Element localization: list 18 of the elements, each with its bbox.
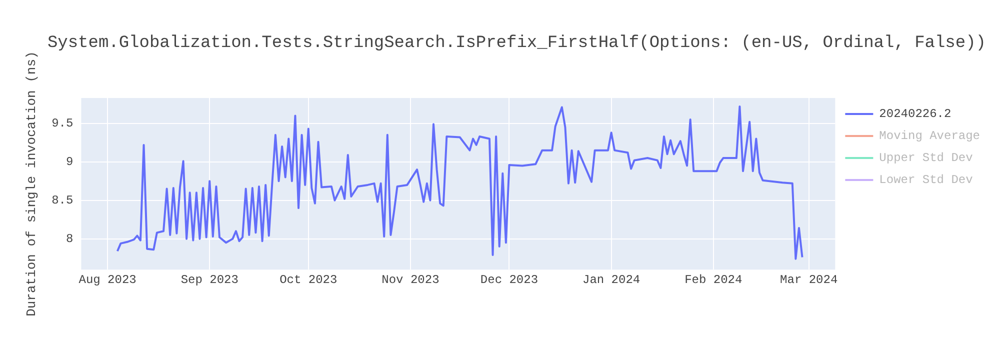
x-tick-label: Sep 2023 (180, 272, 238, 287)
chart-title: System.Globalization.Tests.StringSearch.IsPrefix_FirstHalf(Options: (en-US, Ordinal, False)) (47, 34, 986, 53)
legend-label: 20240226.2 (879, 107, 952, 122)
legend-label: Moving Average (879, 129, 980, 144)
y-tick-label: 9.5 (52, 116, 74, 131)
x-tick-label: Mar 2024 (780, 272, 838, 287)
y-tick-label: 9 (66, 155, 74, 170)
y-tick-label: 8.5 (52, 194, 74, 208)
y-axis-title: Duration of single invocation (ns) (24, 51, 40, 316)
x-tick-label: Dec 2023 (480, 272, 538, 287)
legend-label: Lower Std Dev (879, 173, 973, 188)
x-tick-label: Feb 2024 (684, 272, 742, 287)
x-tick-label: Aug 2023 (78, 272, 136, 287)
x-tick-label: Oct 2023 (280, 272, 338, 287)
legend-label: Upper Std Dev (879, 151, 973, 166)
y-tick-label: 8 (66, 232, 74, 246)
x-tick-label: Nov 2023 (382, 272, 440, 287)
x-tick-label: Jan 2024 (582, 272, 640, 287)
